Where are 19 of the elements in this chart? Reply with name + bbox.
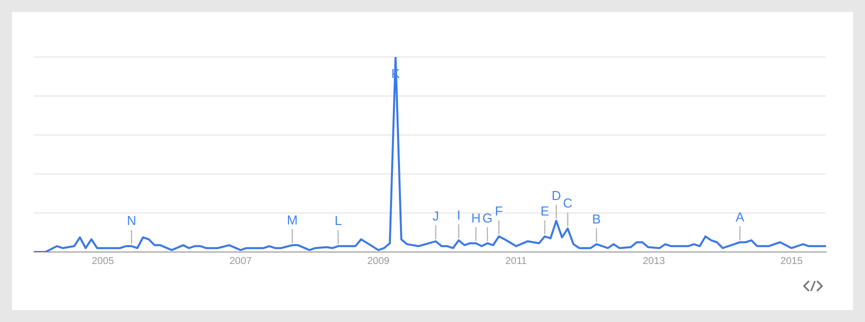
annotation: E: [540, 203, 550, 218]
annotation: B: [592, 211, 601, 226]
x-tick-label: 2015: [780, 256, 804, 267]
annotation: L: [334, 213, 342, 228]
annotation: M: [286, 212, 298, 228]
x-tick-label: 2007: [229, 256, 252, 267]
annotation: F: [494, 203, 503, 218]
annotation: H: [471, 210, 481, 226]
annotation: J: [432, 208, 439, 224]
x-tick-label: 2009: [367, 256, 390, 267]
annotation: A: [736, 209, 745, 224]
annotation: I: [456, 207, 461, 222]
x-tick-label: 2011: [505, 256, 528, 267]
annotation: D: [552, 188, 561, 203]
x-tick-label: 2013: [642, 256, 666, 267]
annotation: N: [126, 213, 136, 228]
annotation: G: [482, 210, 492, 226]
annotation: C: [563, 196, 572, 211]
x-tick-label: 2005: [92, 256, 114, 267]
